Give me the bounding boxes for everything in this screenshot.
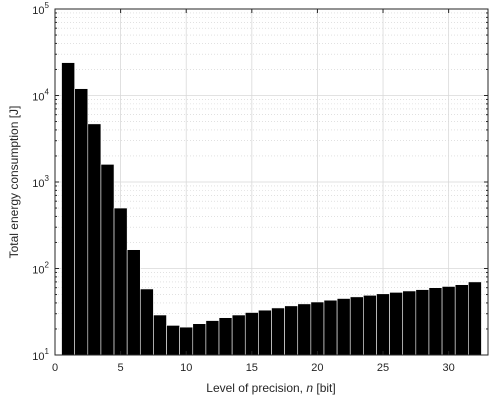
bar-12 (205, 320, 220, 356)
x-tick-label: 15 (246, 362, 258, 374)
bar-32 (468, 281, 482, 356)
axis-ticks (54, 8, 488, 356)
x-tick-label: 0 (52, 362, 58, 374)
y-tick-label: 103 (32, 174, 49, 190)
y-tick-labels: 101 102 103 104 105 (32, 1, 49, 363)
y-axis-label: Total energy consumption [J] (7, 106, 21, 259)
bar-27 (402, 290, 417, 356)
bar-21 (323, 299, 338, 356)
bar-9 (166, 325, 180, 356)
bar-26 (389, 292, 404, 356)
bar-23 (349, 296, 364, 356)
bar-8 (153, 314, 167, 356)
y-tick-label: 102 (32, 261, 49, 277)
bar-15 (244, 312, 259, 356)
bar-1 (61, 62, 75, 356)
bar-16 (258, 309, 272, 356)
bar-14 (231, 314, 246, 356)
bar-2 (74, 88, 89, 356)
y-tick-label: 105 (32, 1, 49, 17)
bar-6 (126, 249, 141, 356)
bar-30 (441, 286, 456, 356)
bar-10 (179, 326, 194, 356)
y-tick-label: 101 (32, 347, 49, 363)
x-tick-label: 5 (118, 362, 124, 374)
bar-5 (113, 207, 128, 356)
bar-22 (336, 298, 351, 356)
bar-20 (310, 301, 325, 356)
x-axis-label: Level of precision, n [bit] (206, 381, 335, 395)
bar-29 (428, 287, 443, 356)
bar-18 (284, 305, 299, 356)
bars (61, 62, 482, 356)
bar-4 (100, 164, 115, 356)
bar-13 (218, 317, 233, 356)
bar-19 (297, 303, 312, 356)
bar-25 (376, 293, 390, 356)
bar-31 (454, 284, 469, 356)
x-tick-label: 25 (377, 362, 389, 374)
x-tick-label: 10 (180, 362, 192, 374)
bar-28 (415, 289, 430, 356)
x-tick-label: 30 (443, 362, 455, 374)
bar-17 (271, 307, 285, 356)
bar-24 (363, 294, 377, 356)
y-tick-label: 104 (32, 88, 49, 104)
x-tick-labels: 0 5 10 15 20 25 30 (52, 362, 455, 374)
x-tick-label: 20 (311, 362, 323, 374)
bar-7 (139, 288, 154, 356)
bar-11 (192, 323, 207, 356)
bar-3 (87, 123, 102, 356)
